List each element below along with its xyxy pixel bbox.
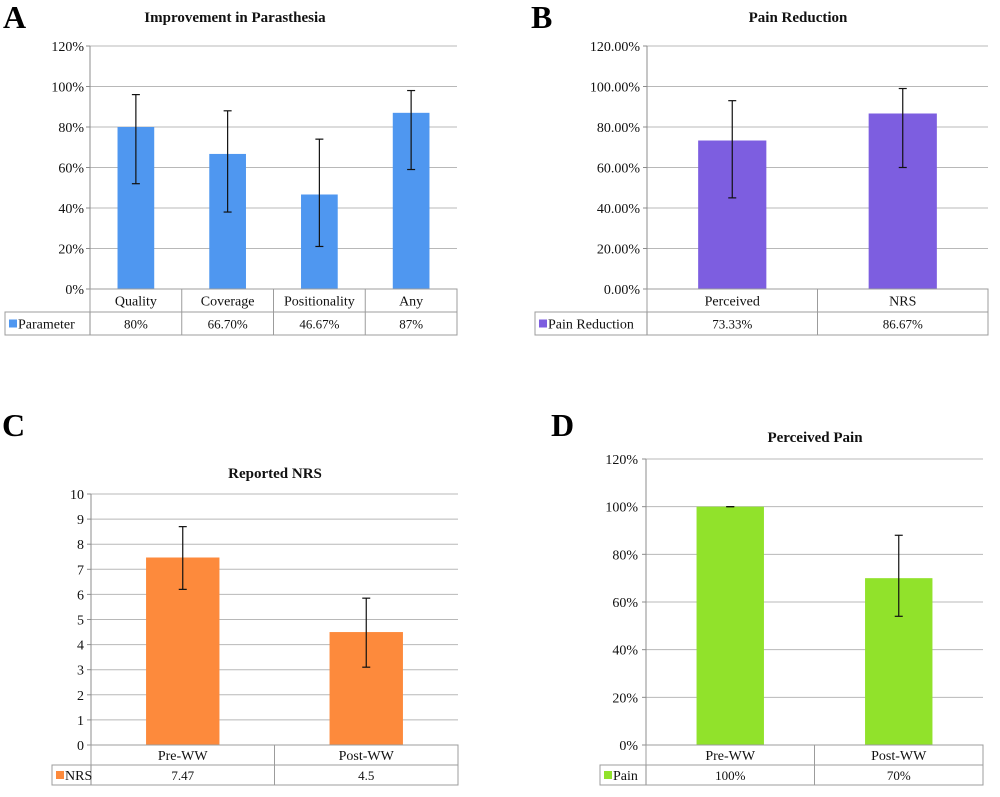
y-tick-label: 5 [77, 614, 84, 629]
legend-label: Parameter [18, 318, 75, 333]
y-tick-label: 60% [612, 596, 638, 611]
y-tick-label: 80% [612, 548, 638, 563]
data-table-value: 70% [887, 768, 911, 783]
y-tick-label: 100.00% [590, 81, 641, 96]
x-category-label: Pre-WW [705, 749, 756, 764]
y-tick-label: 80.00% [597, 121, 641, 136]
x-category-label: Any [399, 295, 423, 310]
y-tick-label: 120% [51, 40, 84, 55]
panel-label: C [2, 407, 25, 443]
data-table-value: 66.70% [208, 317, 248, 332]
error-bar [131, 93, 140, 185]
y-tick-label: 0 [77, 739, 84, 754]
legend-swatch [539, 319, 547, 328]
y-tick-label: 6 [77, 588, 84, 603]
x-category-label: Positionality [284, 295, 355, 310]
legend-swatch [56, 771, 64, 779]
legend-label: Pain Reduction [548, 318, 634, 333]
y-tick-label: 1 [77, 714, 84, 729]
data-table-value: 4.5 [358, 768, 374, 783]
y-tick-label: 60% [58, 162, 84, 177]
y-tick-label: 3 [77, 664, 84, 679]
data-table-value-row [599, 764, 984, 786]
data-table-value-row [534, 311, 989, 336]
chart-panel-b: Perceived NRS 73.33% 86.67% Pain Reduction 0.… [531, 0, 989, 336]
data-table-value: 100% [715, 768, 746, 783]
y-tick-label: 0% [619, 739, 638, 754]
y-tick-label: 4 [77, 639, 84, 654]
error-bar [223, 110, 232, 213]
data-table-value-row [4, 311, 458, 336]
x-category-label: Coverage [201, 295, 255, 310]
y-tick-label: 0.00% [604, 283, 641, 298]
legend-label: Pain [613, 769, 638, 784]
chart-title: Reported NRS [228, 466, 322, 482]
y-tick-label: 60.00% [597, 162, 641, 177]
y-tick-label: 120% [605, 453, 638, 468]
y-tick-label: 2 [77, 689, 84, 704]
chart-title: Perceived Pain [767, 430, 863, 446]
error-bar [178, 526, 187, 590]
x-category-label: NRS [889, 295, 916, 310]
chart-panel-a: Quality Coverage Positionality Any 80% 66.70%… [3, 0, 458, 336]
legend-swatch [9, 319, 17, 328]
data-table-value-row [51, 764, 459, 786]
chart-panel-c: Pre-WW Post-WW 7.47 4.5 NRS 0 1 2 3 4 5 6 7 8 9 10 C Repo… [2, 407, 459, 786]
error-bar [894, 534, 903, 617]
y-tick-label: 80% [58, 121, 84, 136]
data-table-value: 73.33% [712, 317, 752, 332]
x-category-label: Quality [115, 295, 157, 310]
y-tick-label: 20% [612, 691, 638, 706]
x-category-label: Post-WW [339, 749, 395, 764]
error-bar [728, 100, 737, 199]
x-category-label: Pre-WW [158, 749, 209, 764]
chart-panel-d: Pre-WW Post-WW 100% 70% Pain 0% 20% 40% 60% 80% 10… [551, 407, 984, 786]
y-tick-label: 40.00% [597, 202, 641, 217]
y-tick-label: 40% [58, 202, 84, 217]
y-tick-label: 0% [65, 283, 84, 298]
y-tick-label: 100% [51, 81, 84, 96]
data-table-value: 80% [124, 317, 148, 332]
panel-label: D [551, 407, 574, 443]
panel-label: B [531, 0, 552, 35]
y-tick-label: 40% [612, 644, 638, 659]
y-tick-label: 9 [77, 513, 84, 528]
y-tick-label: 20.00% [597, 243, 641, 258]
bar [696, 506, 764, 745]
y-tick-label: 8 [77, 538, 84, 553]
legend-label: NRS [65, 769, 92, 784]
legend-swatch [604, 771, 612, 779]
y-tick-label: 20% [58, 243, 84, 258]
data-table-value: 87% [399, 317, 423, 332]
error-bar [407, 89, 416, 171]
panel-label: A [3, 0, 26, 35]
x-category-label: Post-WW [871, 749, 927, 764]
error-bar [362, 597, 371, 668]
chart-title: Pain Reduction [749, 10, 848, 26]
y-tick-label: 7 [77, 563, 84, 578]
error-bar [898, 87, 907, 169]
data-table-value: 46.67% [299, 317, 339, 332]
x-category-label: Perceived [705, 295, 760, 310]
data-table-value: 86.67% [883, 317, 923, 332]
data-table-value: 7.47 [171, 768, 194, 783]
chart-title: Improvement in Parasthesia [144, 10, 326, 26]
error-bar [315, 138, 324, 248]
y-tick-label: 120.00% [590, 40, 641, 55]
y-tick-label: 10 [70, 488, 84, 503]
y-tick-label: 100% [605, 501, 638, 516]
